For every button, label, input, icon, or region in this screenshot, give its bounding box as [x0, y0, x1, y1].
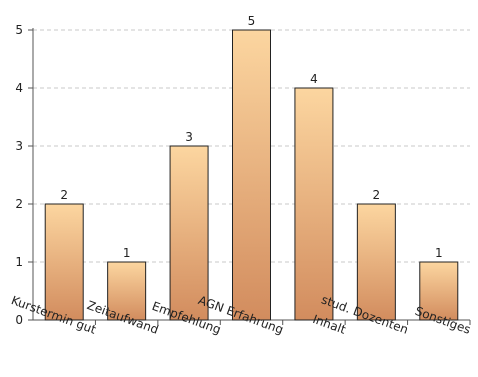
y-tick-label: 4 [15, 81, 23, 95]
bar [294, 87, 334, 321]
data-label: 1 [435, 246, 443, 260]
y-tick-label: 5 [15, 23, 23, 37]
bar [419, 261, 459, 321]
y-tick-label: 0 [15, 313, 23, 327]
y-tick-label: 1 [15, 255, 23, 269]
data-label: 5 [248, 14, 256, 28]
y-tick-label: 2 [15, 197, 23, 211]
bar [232, 29, 271, 321]
data-label: 4 [310, 72, 318, 86]
data-label: 2 [60, 188, 68, 202]
bars [44, 29, 459, 321]
data-label: 2 [373, 188, 381, 202]
data-label: 1 [123, 246, 131, 260]
bar [44, 203, 84, 321]
bar [356, 203, 396, 321]
bar [107, 261, 147, 321]
bar [169, 145, 209, 321]
data-label: 3 [185, 130, 193, 144]
y-tick-label: 3 [15, 139, 23, 153]
